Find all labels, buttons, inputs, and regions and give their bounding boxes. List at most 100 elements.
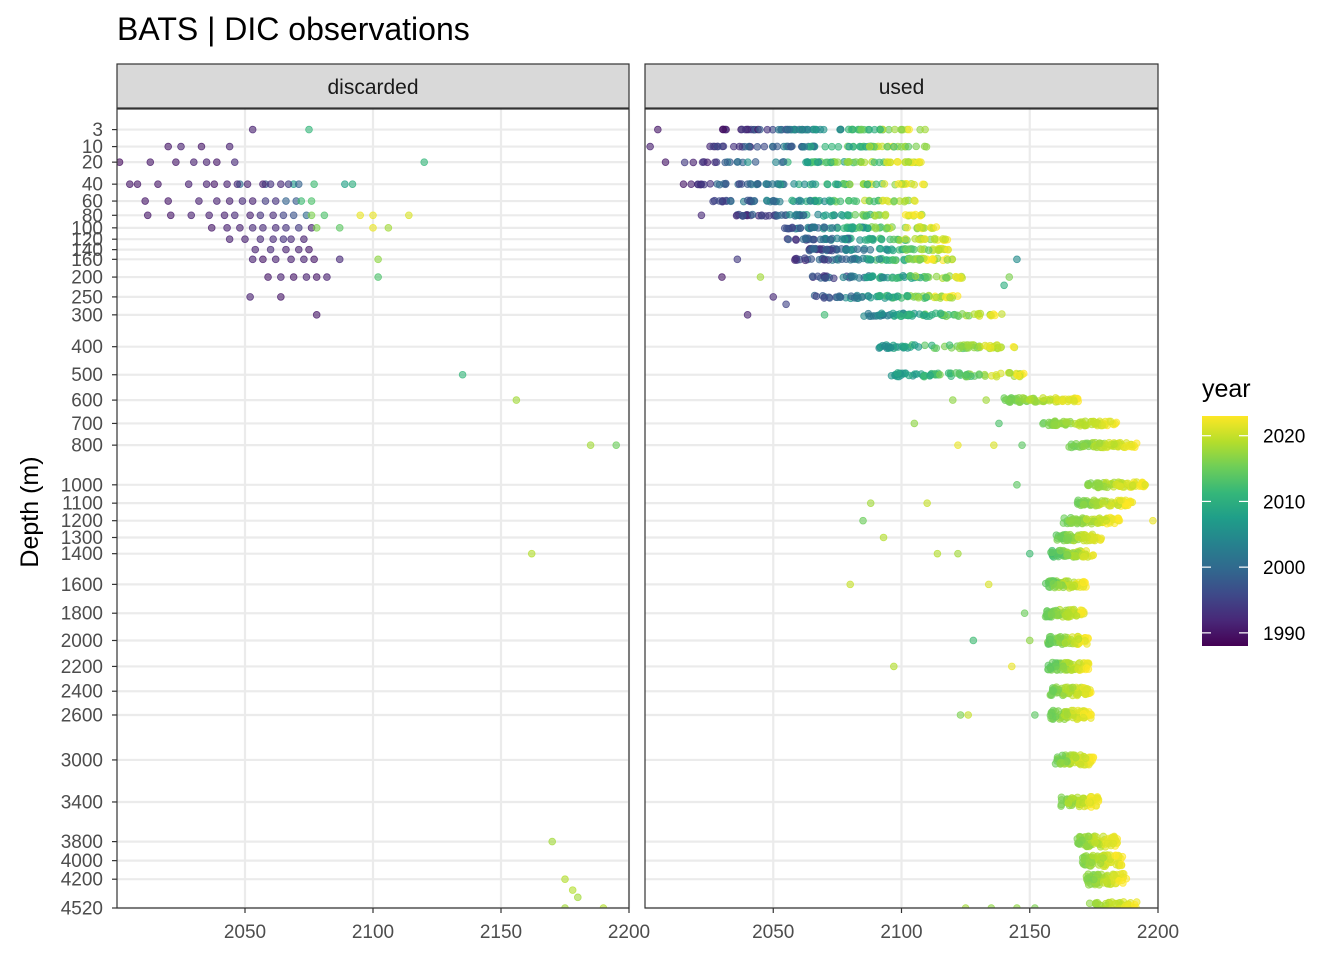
data-point <box>883 224 891 232</box>
data-point <box>1111 851 1120 860</box>
data-point <box>248 255 257 264</box>
data-point <box>287 235 295 243</box>
data-point <box>734 157 742 166</box>
data-point <box>287 255 295 264</box>
legend-title: year <box>1202 375 1251 403</box>
facet-strip-discarded <box>116 63 630 109</box>
data-point <box>1149 516 1157 525</box>
data-point <box>880 180 889 188</box>
data-point <box>248 224 257 232</box>
data-point <box>975 371 984 379</box>
data-point <box>897 125 905 134</box>
data-point <box>305 125 313 134</box>
data-point <box>1121 443 1129 452</box>
data-point <box>1025 636 1034 645</box>
data-point <box>269 235 277 243</box>
data-point <box>808 180 817 188</box>
data-point <box>1072 518 1081 527</box>
data-point <box>863 236 872 244</box>
data-point <box>1074 533 1083 541</box>
data-point <box>1089 551 1097 560</box>
data-point <box>384 224 393 232</box>
data-point <box>1084 881 1093 889</box>
data-point <box>987 372 996 380</box>
data-point <box>573 893 582 902</box>
data-point <box>277 293 285 301</box>
data-point <box>230 211 239 220</box>
data-point <box>853 245 862 253</box>
data-point <box>369 211 377 220</box>
data-point <box>689 158 698 167</box>
data-point <box>264 273 272 281</box>
data-point <box>810 125 818 134</box>
data-point <box>888 274 896 282</box>
data-point <box>1119 869 1128 878</box>
data-point <box>1074 665 1082 673</box>
data-point <box>870 125 879 134</box>
data-point <box>896 312 905 320</box>
data-point <box>202 180 211 188</box>
data-point <box>881 210 890 219</box>
data-point <box>836 125 845 134</box>
data-point <box>996 343 1005 352</box>
data-point <box>890 197 898 205</box>
data-point <box>865 142 874 151</box>
legend-label: 2020 <box>1263 427 1305 448</box>
data-point <box>1102 516 1111 525</box>
data-point <box>164 197 173 205</box>
data-point <box>922 293 931 301</box>
data-point <box>1071 639 1079 648</box>
data-point <box>763 125 772 134</box>
data-point <box>791 235 800 244</box>
data-point <box>197 142 206 151</box>
x-axis-used: 2050 2100 2150 2200 <box>752 908 1179 943</box>
data-point <box>1095 439 1104 448</box>
data-point <box>921 341 929 350</box>
data-point <box>706 180 715 188</box>
data-point <box>1005 273 1014 281</box>
data-point <box>839 273 848 282</box>
data-point <box>875 291 884 300</box>
data-point <box>1047 611 1056 620</box>
data-point <box>816 125 825 134</box>
data-point <box>901 196 910 205</box>
data-point <box>374 273 382 281</box>
y-tick-label: 1300 <box>61 528 103 549</box>
data-point <box>879 533 888 542</box>
data-point <box>846 180 854 189</box>
data-point <box>878 273 887 282</box>
data-point <box>241 235 249 243</box>
data-point <box>1101 909 1108 916</box>
data-point <box>1123 501 1132 510</box>
data-point <box>871 224 880 233</box>
data-point <box>936 309 945 318</box>
data-point <box>885 292 893 301</box>
data-point <box>721 158 729 167</box>
data-point <box>916 211 925 220</box>
data-point <box>1089 754 1097 762</box>
y-tick-label: 1400 <box>61 544 103 565</box>
data-point <box>279 211 288 220</box>
data-point <box>738 125 746 134</box>
data-point <box>946 293 954 302</box>
data-point <box>1079 500 1088 509</box>
data-point <box>248 125 257 134</box>
data-point <box>1079 713 1088 722</box>
data-point <box>1127 909 1134 916</box>
data-point <box>1064 533 1073 542</box>
data-point <box>803 125 812 134</box>
x-tick-label: 2150 <box>1009 922 1051 943</box>
data-point <box>904 255 913 263</box>
data-point <box>935 246 943 254</box>
data-point <box>266 180 275 188</box>
data-point <box>904 142 913 151</box>
y-tick-label: 1200 <box>61 511 103 532</box>
data-point <box>905 125 913 134</box>
data-point <box>792 211 801 220</box>
facet-label-used: used <box>879 76 925 99</box>
data-point <box>833 293 842 302</box>
data-point <box>773 142 781 151</box>
data-point <box>223 224 231 232</box>
data-point <box>911 341 919 349</box>
data-point <box>786 142 795 151</box>
